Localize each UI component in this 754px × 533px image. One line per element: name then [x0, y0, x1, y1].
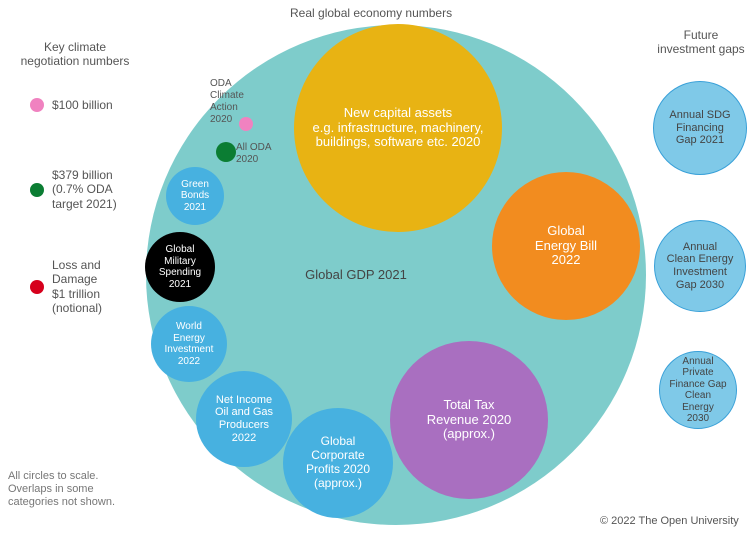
circle-corp_profits: GlobalCorporateProfits 2020(approx.) [283, 408, 393, 518]
circle-label: AnnualPrivateFinance GapCleanEnergy2030 [665, 352, 730, 429]
legend-item: Loss andDamage$1 trillion(notional) [30, 258, 147, 316]
circle-label: GreenBonds2021 [177, 175, 213, 218]
circle-label: GlobalMilitarySpending2021 [155, 240, 205, 294]
legend-label: $100 billion [52, 98, 147, 112]
circle-energy_bill: GlobalEnergy Bill2022 [492, 172, 640, 320]
circle-private_gap: AnnualPrivateFinance GapCleanEnergy2030 [659, 351, 737, 429]
circle-label: GlobalEnergy Bill2022 [531, 220, 601, 273]
circle-label: WorldEnergyInvestment2022 [161, 317, 218, 371]
title-right-text: Futureinvestment gaps [657, 28, 744, 56]
circle-label: Net IncomeOil and GasProducers2022 [211, 390, 277, 449]
circle-world_energy_inv: WorldEnergyInvestment2022 [151, 306, 227, 382]
circle-ext-label-oda_climate: ODAClimateAction2020 [210, 78, 262, 126]
circle-label: GlobalCorporateProfits 2020(approx.) [302, 431, 374, 494]
legend-item: $379 billion(0.7% ODAtarget 2021) [30, 168, 147, 211]
circle-sdg_gap: Annual SDGFinancingGap 2021 [653, 81, 747, 175]
circle-label: AnnualClean EnergyInvestmentGap 2030 [663, 237, 738, 296]
legend-dot [30, 280, 44, 294]
circle-ext-label-all_oda: All ODA2020 [236, 142, 288, 166]
legend-label: $379 billion(0.7% ODAtarget 2021) [52, 168, 147, 211]
legend-dot [30, 98, 44, 112]
circle-green_bonds: GreenBonds2021 [166, 167, 224, 225]
circle-label: Annual SDGFinancingGap 2021 [665, 105, 734, 151]
legend-dot [30, 183, 44, 197]
circle-tax_revenue: Total TaxRevenue 2020(approx.) [390, 341, 548, 499]
title-top: Real global economy numbers [290, 6, 452, 20]
circle-label: New capital assetse.g. infrastructure, m… [309, 102, 488, 155]
legend-label: Loss andDamage$1 trillion(notional) [52, 258, 147, 316]
circle-label: Total TaxRevenue 2020(approx.) [423, 394, 516, 447]
title-top-text: Real global economy numbers [290, 6, 452, 20]
circle-oil_gas_income: Net IncomeOil and GasProducers2022 [196, 371, 292, 467]
circle-military: GlobalMilitarySpending2021 [145, 232, 215, 302]
title-left: Key climatenegotiation numbers [20, 40, 130, 69]
circle-all_oda [216, 142, 236, 162]
title-right: Futureinvestment gaps [646, 28, 754, 57]
circle-label: Global GDP 2021 [301, 264, 411, 287]
copyright: © 2022 The Open University [600, 515, 739, 528]
circle-clean_gap_2030: AnnualClean EnergyInvestmentGap 2030 [654, 220, 746, 312]
title-left-text: Key climatenegotiation numbers [21, 40, 130, 68]
legend-item: $100 billion [30, 98, 147, 112]
footnote-text: All circles to scale.Overlaps in somecat… [8, 470, 115, 508]
copyright-text: © 2022 The Open University [600, 515, 739, 527]
chart-stage: { "meta": { "width_px": 754, "height_px"… [0, 0, 754, 533]
circle-new_capital: New capital assetse.g. infrastructure, m… [294, 24, 502, 232]
footnote: All circles to scale.Overlaps in somecat… [8, 470, 115, 510]
